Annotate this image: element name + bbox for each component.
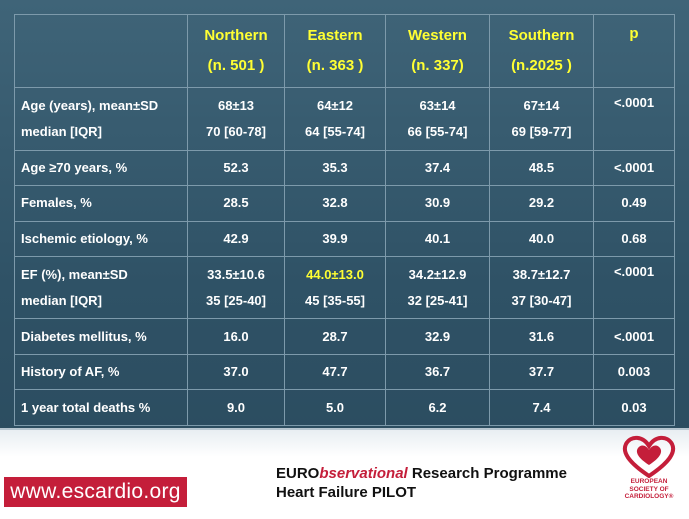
cell: 37.7 xyxy=(489,353,594,391)
row-label: Age (years), mean±SD median [IQR] xyxy=(14,87,188,151)
programme-title: EURObservational Research Programme Hear… xyxy=(276,464,567,502)
footer-bar: www.escardio.org EURObservational Resear… xyxy=(0,428,689,519)
table-row-females: Females, % 28.5 32.8 30.9 29.2 0.49 xyxy=(14,185,675,222)
results-table: Northern (n. 501 ) Eastern (n. 363 ) Weste… xyxy=(14,13,675,426)
cell: 48.5 xyxy=(489,149,594,187)
cell: 34.2±12.9 32 [25-41] xyxy=(385,256,490,320)
cell: 32.9 xyxy=(385,318,490,355)
table-row-af: History of AF, % 37.0 47.7 36.7 37.7 0.0… xyxy=(14,353,675,391)
cell: 42.9 xyxy=(187,220,285,258)
cell: 40.0 xyxy=(489,220,594,258)
table-row-diabetes: Diabetes mellitus, % 16.0 28.7 32.9 31.6… xyxy=(14,318,675,355)
header-northern: Northern (n. 501 ) xyxy=(187,13,285,89)
cell-p: <.0001 xyxy=(593,149,675,187)
cell: 37.4 xyxy=(385,149,490,187)
header-empty xyxy=(14,13,188,89)
header-western: Western (n. 337) xyxy=(385,13,490,89)
cell-p: 0.68 xyxy=(593,220,675,258)
cell-p: <.0001 xyxy=(593,256,675,320)
cell: 68±13 70 [60-78] xyxy=(187,87,285,151)
table-row-age70: Age ≥70 years, % 52.3 35.3 37.4 48.5 <.0… xyxy=(14,149,675,187)
cell-highlighted: 35.3 xyxy=(284,149,386,187)
header-p: p xyxy=(593,13,675,89)
cell: 36.7 xyxy=(385,353,490,391)
header-eastern: Eastern (n. 363 ) xyxy=(284,13,386,89)
cell: 32.8 xyxy=(284,185,386,222)
cell-p: <.0001 xyxy=(593,318,675,355)
cell: 40.1 xyxy=(385,220,490,258)
table-row-ischemic: Ischemic etiology, % 42.9 39.9 40.1 40.0… xyxy=(14,220,675,258)
cell-highlighted: 44.0±13.0 45 [35-55] xyxy=(284,256,386,320)
cell: 39.9 xyxy=(284,220,386,258)
cell-highlighted: 5.0 xyxy=(284,389,386,426)
cell-p: <.0001 xyxy=(593,87,675,151)
cell: 28.5 xyxy=(187,185,285,222)
row-label: Diabetes mellitus, % xyxy=(14,318,188,355)
cell: 30.9 xyxy=(385,185,490,222)
cell: 29.2 xyxy=(489,185,594,222)
cell: 28.7 xyxy=(284,318,386,355)
row-label: Ischemic etiology, % xyxy=(14,220,188,258)
escardio-link[interactable]: www.escardio.org xyxy=(4,477,187,507)
row-label: Females, % xyxy=(14,185,188,222)
row-label: Age ≥70 years, % xyxy=(14,149,188,187)
cell: 37.0 xyxy=(187,353,285,391)
cell: 6.2 xyxy=(385,389,490,426)
cell-p: 0.03 xyxy=(593,389,675,426)
cell: 63±14 66 [55-74] xyxy=(385,87,490,151)
header-southern: Southern (n.2025 ) xyxy=(489,13,594,89)
cell-p: 0.49 xyxy=(593,185,675,222)
esc-logo: EUROPEAN SOCIETY OF CARDIOLOGY® xyxy=(612,434,686,516)
header-row: Northern (n. 501 ) Eastern (n. 363 ) Weste… xyxy=(14,13,675,89)
table-row-age: Age (years), mean±SD median [IQR] 68±13 70… xyxy=(14,87,675,151)
row-label: History of AF, % xyxy=(14,353,188,391)
cell-p: 0.003 xyxy=(593,353,675,391)
heart-logo-icon xyxy=(622,435,676,479)
cell: 38.7±12.7 37 [30-47] xyxy=(489,256,594,320)
cell: 64±12 64 [55-74] xyxy=(284,87,386,151)
cell: 7.4 xyxy=(489,389,594,426)
cell: 67±14 69 [59-77] xyxy=(489,87,594,151)
programme-line1: EURObservational Research Programme xyxy=(276,465,567,482)
cell: 9.0 xyxy=(187,389,285,426)
table-row-ef: EF (%), mean±SD median [IQR] 33.5±10.6 35 … xyxy=(14,256,675,320)
logo-caption: EUROPEAN SOCIETY OF CARDIOLOGY® xyxy=(624,478,674,500)
table-row-deaths: 1 year total deaths % 9.0 5.0 6.2 7.4 0.… xyxy=(14,389,675,426)
row-label: EF (%), mean±SD median [IQR] xyxy=(14,256,188,320)
cell-highlighted: 47.7 xyxy=(284,353,386,391)
row-label: 1 year total deaths % xyxy=(14,389,188,426)
cell: 52.3 xyxy=(187,149,285,187)
programme-line2: Heart Failure PILOT xyxy=(276,484,417,501)
cell: 16.0 xyxy=(187,318,285,355)
cell: 33.5±10.6 35 [25-40] xyxy=(187,256,285,320)
cell: 31.6 xyxy=(489,318,594,355)
